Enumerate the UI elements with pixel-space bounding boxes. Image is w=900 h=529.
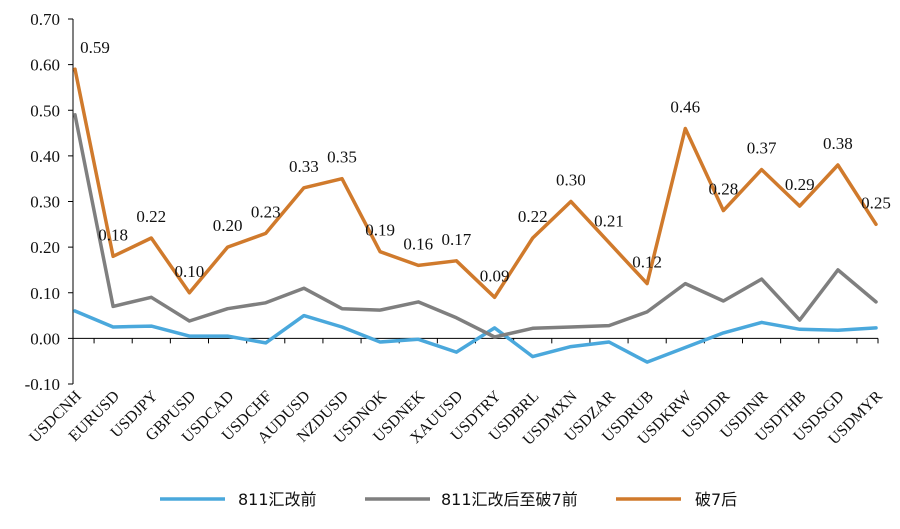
data-label: 0.23 <box>251 202 281 221</box>
data-label: 0.38 <box>823 134 853 153</box>
series-line-1 <box>73 309 878 364</box>
data-label: 0.25 <box>861 193 891 212</box>
y-tick-label: 0.50 <box>30 101 60 120</box>
data-label: 0.37 <box>747 139 777 158</box>
y-tick-label: 0.30 <box>30 193 60 212</box>
data-label: 0.18 <box>98 225 128 244</box>
y-tick-label: 0.00 <box>30 329 60 348</box>
y-tick-label: 0.60 <box>30 56 60 75</box>
data-labels: 0.59 0.18 0.22 0.10 0.20 0.23 0.33 0.35 0.19 0.16… <box>80 38 891 285</box>
data-label: 0.28 <box>709 180 739 199</box>
data-label: 0.46 <box>670 98 700 117</box>
y-tick-label: 0.20 <box>30 238 60 257</box>
data-label: 0.22 <box>136 207 166 226</box>
y-tick-label: 0.70 <box>30 10 60 29</box>
data-label: 0.10 <box>175 262 205 281</box>
series-line-3 <box>73 67 878 300</box>
data-label: 0.30 <box>556 171 586 190</box>
data-label: 0.19 <box>365 221 395 240</box>
data-label: 0.21 <box>594 212 624 231</box>
data-label: 0.35 <box>327 148 357 167</box>
legend-label: 811汇改后至破7前 <box>441 490 578 509</box>
data-label: 0.59 <box>80 38 110 57</box>
data-label: 0.22 <box>518 207 548 226</box>
y-tick-label: -0.10 <box>25 375 60 394</box>
data-label: 0.17 <box>442 230 472 249</box>
data-label: 0.29 <box>785 175 815 194</box>
data-label: 0.12 <box>632 253 662 272</box>
series-line-2 <box>73 113 878 339</box>
y-tick-label: 0.40 <box>30 147 60 166</box>
data-label: 0.20 <box>213 216 243 235</box>
legend-label: 破7后 <box>695 490 737 509</box>
series-lines <box>73 67 878 364</box>
legend-label: 811汇改前 <box>238 490 317 509</box>
data-label: 0.33 <box>289 157 319 176</box>
y-tick-label: 0.10 <box>30 284 60 303</box>
data-label: 0.16 <box>403 234 433 253</box>
legend: 811汇改前 811汇改后至破7前 破7后 <box>160 490 737 509</box>
data-label: 0.09 <box>480 266 510 285</box>
